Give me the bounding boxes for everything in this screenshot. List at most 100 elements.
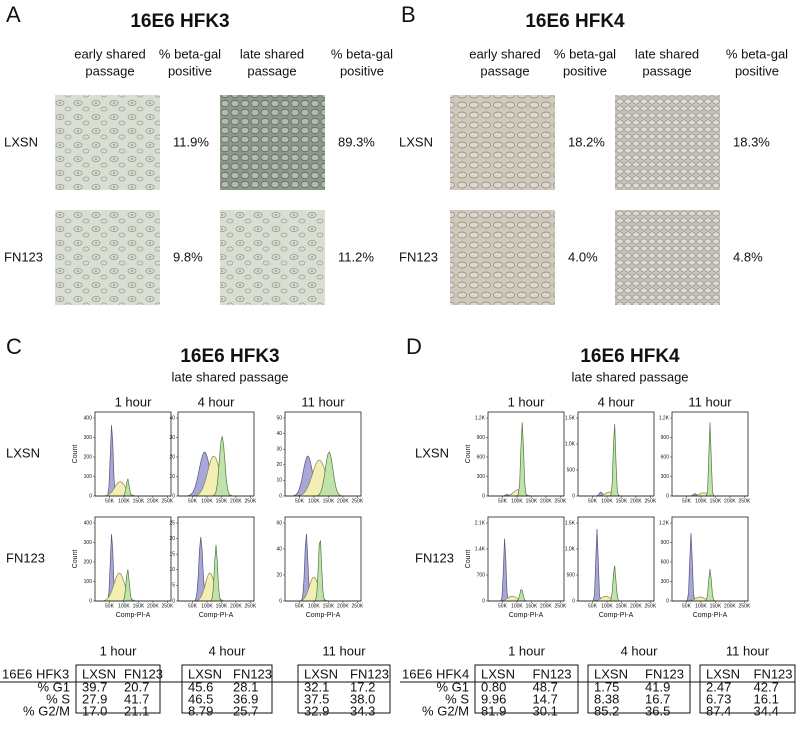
- x-tick-label: 100K: [118, 498, 130, 504]
- y-tick-label: 2.1K: [475, 520, 486, 526]
- table-cell: 14.7: [533, 691, 558, 706]
- y-tick-label: 60: [276, 520, 282, 526]
- histogram-peak: [95, 534, 171, 602]
- micrograph: [55, 210, 160, 305]
- y-tick-label: 40: [276, 546, 282, 552]
- y-tick-label: 10: [169, 474, 175, 480]
- x-tick-label: 100K: [601, 498, 613, 504]
- x-tick-label: 200K: [147, 603, 159, 609]
- table-cell: 16.1: [754, 691, 779, 706]
- x-tick-label: 50K: [682, 603, 692, 609]
- row-label: FN123: [415, 550, 454, 565]
- table-header: 16E6 HFK4: [402, 666, 469, 681]
- table-time: 11 hour: [726, 643, 770, 658]
- y-tick-label: 200: [84, 454, 93, 460]
- y-tick-label: 300: [661, 579, 670, 585]
- table-cell: 6.73: [706, 691, 731, 706]
- panel-letter: C: [6, 334, 22, 359]
- histogram-peak: [488, 538, 564, 602]
- y-tick-label: 0: [172, 598, 175, 604]
- x-tick-label: 50K: [588, 603, 598, 609]
- table-time: 1 hour: [508, 643, 546, 658]
- column-header: positive: [340, 63, 384, 78]
- x-axis-label: Comp-PI-A: [509, 612, 544, 619]
- table-row-label: % S: [445, 691, 469, 706]
- table-cell: 20.7: [124, 679, 149, 694]
- y-tick-label: 40: [169, 415, 175, 421]
- x-tick-label: 150K: [133, 498, 145, 504]
- x-tick-label: 250K: [739, 603, 751, 609]
- x-tick-label: 150K: [216, 498, 228, 504]
- y-tick-label: 15: [169, 552, 175, 558]
- y-tick-label: 20: [276, 572, 282, 578]
- x-tick-label: 100K: [201, 498, 213, 504]
- column-header: passage: [480, 63, 529, 78]
- x-axis-label: Comp-PI-A: [306, 612, 341, 619]
- x-tick-label: 100K: [118, 603, 130, 609]
- x-tick-label: 150K: [216, 603, 228, 609]
- table-cell: 28.1: [233, 679, 258, 694]
- table-cell: 34.4: [754, 703, 779, 718]
- column-header: positive: [563, 63, 607, 78]
- y-tick-label: 5: [172, 583, 175, 589]
- table-header: FN123: [233, 666, 272, 681]
- table-header: LXSN: [82, 666, 116, 681]
- beta-gal-value: 18.3%: [733, 134, 770, 149]
- y-tick-label: 400: [84, 520, 93, 526]
- x-tick-label: 250K: [555, 603, 567, 609]
- table-cell: 37.5: [304, 691, 329, 706]
- x-tick-label: 200K: [724, 603, 736, 609]
- histogram-peak: [95, 569, 171, 602]
- y-tick-label: 300: [661, 474, 670, 480]
- panel-letter: D: [406, 334, 422, 359]
- x-tick-label: 50K: [498, 498, 508, 504]
- column-header: % beta-gal: [726, 46, 788, 61]
- y-tick-label: 10: [169, 567, 175, 573]
- table-time: 4 hour: [209, 643, 247, 658]
- table-cell: 32.1: [304, 679, 329, 694]
- y-tick-label: 1.5K: [565, 520, 576, 526]
- table-header: LXSN: [706, 666, 740, 681]
- table-header: LXSN: [594, 666, 628, 681]
- y-axis-label: Count: [72, 550, 79, 569]
- y-tick-label: 0: [482, 493, 485, 499]
- y-tick-label: 900: [477, 435, 486, 441]
- micrograph: [220, 210, 325, 305]
- histogram-peak: [488, 422, 564, 497]
- table-header: FN123: [350, 666, 389, 681]
- table-row-label: % S: [46, 691, 70, 706]
- histogram-peak: [95, 481, 171, 497]
- column-header: % beta-gal: [331, 46, 393, 61]
- x-tick-label: 200K: [230, 603, 242, 609]
- x-tick-label: 50K: [105, 498, 115, 504]
- y-tick-label: 1.2K: [475, 415, 486, 421]
- column-header: positive: [168, 63, 212, 78]
- table-header: LXSN: [481, 666, 515, 681]
- plot-frame: [94, 411, 172, 497]
- table-time: 1 hour: [100, 643, 138, 658]
- plot-frame: [487, 516, 565, 602]
- x-tick-label: 250K: [162, 498, 174, 504]
- x-tick-label: 200K: [147, 498, 159, 504]
- panel-letter: B: [401, 2, 416, 27]
- beta-gal-value: 4.8%: [733, 249, 763, 264]
- y-tick-label: 500: [567, 572, 576, 578]
- beta-gal-value: 9.8%: [173, 249, 203, 264]
- table-cell: 17.2: [350, 679, 375, 694]
- y-axis-label: Count: [465, 550, 472, 569]
- plot-frame: [284, 411, 362, 497]
- x-axis-label: Comp-PI-A: [199, 612, 234, 619]
- y-tick-label: 25: [169, 520, 175, 526]
- y-tick-label: 1.2K: [659, 520, 670, 526]
- table-cell: 8.38: [594, 691, 619, 706]
- x-tick-label: 150K: [526, 603, 538, 609]
- table-box: [699, 664, 796, 714]
- y-tick-label: 900: [661, 435, 670, 441]
- table-row-label: % G1: [37, 679, 70, 694]
- table-cell: 87.4: [706, 703, 731, 718]
- table-box: [75, 664, 161, 714]
- table-header: 16E6 HFK3: [2, 666, 69, 681]
- column-header: % beta-gal: [554, 46, 616, 61]
